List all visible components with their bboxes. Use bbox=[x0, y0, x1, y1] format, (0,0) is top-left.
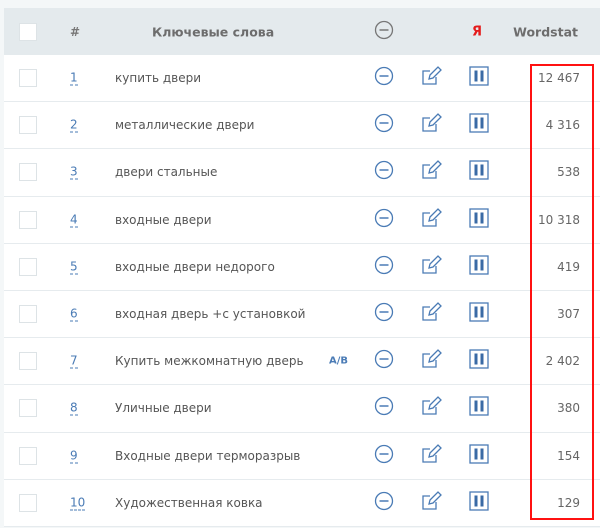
pause-icon[interactable] bbox=[469, 255, 489, 279]
table-row: 5 входные двери недорого 419 bbox=[4, 243, 600, 291]
keyword-text: Уличные двери bbox=[115, 401, 212, 416]
wordstat-value: 129 bbox=[557, 495, 580, 510]
wordstat-value: 380 bbox=[557, 401, 580, 416]
wordstat-value: 538 bbox=[557, 165, 580, 180]
pause-icon[interactable] bbox=[469, 66, 489, 90]
row-number-link[interactable]: 1 bbox=[70, 70, 78, 86]
edit-icon[interactable] bbox=[421, 254, 443, 279]
wordstat-value: 307 bbox=[557, 307, 580, 322]
row-number-link[interactable]: 5 bbox=[70, 259, 78, 275]
row-checkbox[interactable] bbox=[19, 305, 37, 324]
keyword-text: Художественная ковка bbox=[115, 495, 263, 510]
row-checkbox[interactable] bbox=[19, 493, 37, 512]
row-checkbox[interactable] bbox=[19, 116, 37, 135]
edit-icon[interactable] bbox=[421, 490, 443, 515]
keyword-text: металлические двери bbox=[115, 118, 255, 133]
row-checkbox[interactable] bbox=[19, 399, 37, 418]
wordstat-value: 419 bbox=[557, 259, 580, 274]
edit-icon[interactable] bbox=[421, 302, 443, 326]
minus-circle-icon[interactable] bbox=[374, 208, 394, 232]
edit-icon[interactable] bbox=[421, 113, 443, 137]
edit-icon[interactable] bbox=[421, 66, 443, 90]
pause-icon[interactable] bbox=[469, 208, 489, 232]
header-keywords: Ключевые слова bbox=[152, 24, 275, 39]
minus-circle-icon[interactable] bbox=[374, 113, 394, 137]
minus-circle-icon[interactable] bbox=[374, 255, 394, 279]
edit-icon[interactable] bbox=[421, 396, 443, 420]
table-row: 7 Купить межкомнатную дверь A/B 2 402 bbox=[4, 338, 600, 386]
minus-circle-icon[interactable] bbox=[374, 491, 394, 515]
header-number: # bbox=[70, 24, 81, 39]
table-row: 9 Входные двери терморазрыв 154 bbox=[4, 432, 600, 480]
minus-circle-icon[interactable] bbox=[374, 349, 394, 373]
keyword-text: двери стальные bbox=[115, 165, 218, 180]
pause-icon[interactable] bbox=[469, 443, 489, 468]
pause-icon[interactable] bbox=[469, 160, 489, 184]
minus-circle-icon[interactable] bbox=[374, 302, 394, 326]
keyword-text: Купить межкомнатную дверь bbox=[115, 354, 304, 369]
yandex-icon: Я bbox=[472, 24, 483, 39]
pause-icon[interactable] bbox=[469, 396, 489, 420]
table-row: 6 входная дверь +с установкой 307 bbox=[4, 290, 600, 339]
ab-test-icon[interactable]: A/B bbox=[329, 355, 349, 367]
wordstat-value: 2 402 bbox=[545, 354, 580, 369]
minus-circle-icon[interactable] bbox=[374, 444, 394, 468]
row-number-link[interactable]: 2 bbox=[70, 117, 78, 133]
row-number-link[interactable]: 6 bbox=[70, 306, 78, 322]
edit-icon[interactable] bbox=[421, 160, 443, 184]
row-number-link[interactable]: 7 bbox=[70, 353, 78, 369]
minus-circle-icon[interactable] bbox=[374, 396, 394, 420]
table-row: 3 двери стальные 538 bbox=[4, 149, 600, 197]
table-row: 4 входные двери 10 318 bbox=[4, 196, 600, 244]
row-number-link[interactable]: 10 bbox=[70, 495, 86, 511]
pause-icon[interactable] bbox=[469, 113, 489, 137]
table-row: 10 Художественная ковка 129 bbox=[4, 479, 600, 527]
keyword-text: входные двери недорого bbox=[115, 259, 275, 274]
row-number-link[interactable]: 4 bbox=[70, 212, 78, 228]
pause-icon[interactable] bbox=[469, 349, 489, 373]
edit-icon[interactable] bbox=[421, 443, 443, 468]
edit-icon[interactable] bbox=[421, 349, 443, 373]
minus-circle-icon[interactable] bbox=[374, 66, 394, 90]
row-number-link[interactable]: 8 bbox=[70, 400, 78, 416]
row-checkbox[interactable] bbox=[19, 446, 37, 465]
wordstat-value: 4 316 bbox=[545, 118, 580, 133]
row-number-link[interactable]: 3 bbox=[70, 164, 78, 180]
minus-circle-icon[interactable] bbox=[374, 20, 394, 44]
row-checkbox[interactable] bbox=[19, 210, 37, 229]
table-header: # Ключевые слова Я Wordstat bbox=[4, 8, 600, 55]
wordstat-value: 154 bbox=[557, 448, 580, 463]
header-wordstat: Wordstat bbox=[513, 24, 578, 39]
keywords-table: # Ключевые слова Я Wordstat 1 купить две… bbox=[4, 8, 600, 527]
keyword-text: входная дверь +с установкой bbox=[115, 307, 306, 322]
edit-icon[interactable] bbox=[421, 207, 443, 232]
table-row: 8 Уличные двери 380 bbox=[4, 385, 600, 433]
select-all-checkbox[interactable] bbox=[19, 22, 37, 41]
row-checkbox[interactable] bbox=[19, 69, 37, 88]
keyword-text: входные двери bbox=[115, 212, 212, 227]
table-row: 2 металлические двери 4 316 bbox=[4, 102, 600, 150]
table-row: 1 купить двери 12 467 bbox=[4, 55, 600, 103]
row-checkbox[interactable] bbox=[19, 163, 37, 182]
minus-circle-icon[interactable] bbox=[374, 160, 394, 184]
row-checkbox[interactable] bbox=[19, 352, 37, 371]
pause-icon[interactable] bbox=[469, 491, 489, 515]
row-number-link[interactable]: 9 bbox=[70, 448, 78, 464]
row-checkbox[interactable] bbox=[19, 257, 37, 276]
keyword-text: Входные двери терморазрыв bbox=[115, 448, 301, 463]
pause-icon[interactable] bbox=[469, 302, 489, 326]
wordstat-value: 12 467 bbox=[538, 71, 580, 86]
wordstat-value: 10 318 bbox=[538, 212, 580, 227]
keyword-text: купить двери bbox=[115, 71, 202, 86]
